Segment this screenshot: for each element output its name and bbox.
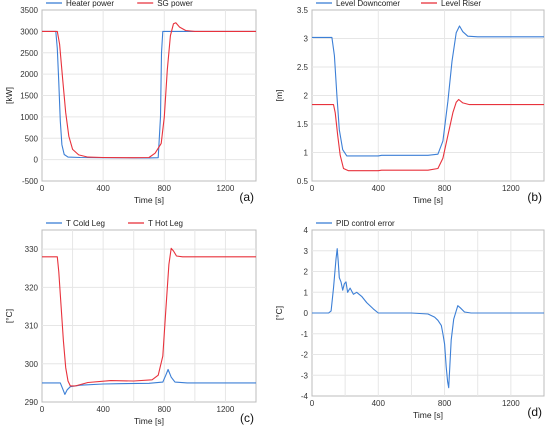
- y-tick-label: 1500: [20, 92, 38, 101]
- y-tick-label: -500: [22, 177, 39, 186]
- series-line: [312, 248, 544, 389]
- x-tick-label: 1200: [502, 399, 520, 408]
- x-tick-label: 400: [96, 184, 110, 193]
- panel-label: (c): [240, 411, 254, 425]
- y-tick-label: 500: [25, 134, 39, 143]
- series-line: [42, 247, 256, 387]
- y-tick-label: 3000: [20, 27, 38, 36]
- x-axis-label: Time [s]: [134, 416, 164, 426]
- chart-panel: 0 400 800 1200 290 300 310 320 330 T Cold Leg T Ho…: [4, 219, 257, 426]
- y-tick-label: 3500: [20, 6, 38, 15]
- legend-label: Level Downcomer: [336, 0, 400, 8]
- y-tick-label: 2: [304, 268, 309, 277]
- y-tick-label: 0: [304, 309, 309, 318]
- x-axis-label: Time [s]: [413, 410, 443, 420]
- legend-label: T Hot Leg: [148, 219, 183, 228]
- y-tick-label: 1.5: [297, 120, 309, 129]
- chart-panel: 0 400 800 1200 -4 -3 -2 -1 0 1 2 3 4 PID control erro…: [274, 219, 545, 420]
- x-tick-label: 0: [40, 184, 45, 193]
- panel-label: (d): [527, 405, 542, 419]
- y-tick-label: 2.5: [297, 63, 309, 72]
- x-axis-label: Time [s]: [134, 195, 164, 205]
- x-tick-label: 1200: [217, 405, 235, 414]
- x-tick-label: 0: [310, 399, 315, 408]
- panel-label: (a): [239, 190, 254, 204]
- y-tick-label: 320: [25, 283, 39, 292]
- y-tick-label: 330: [25, 245, 39, 254]
- x-tick-label: 400: [372, 399, 386, 408]
- chart-panel: 0 400 800 1200 0.5 1 1.5 2 2.5 3 3.5 Level Downcome…: [274, 0, 545, 205]
- y-tick-label: 1: [304, 149, 309, 158]
- series-line: [312, 25, 544, 157]
- x-axis-label: Time [s]: [413, 195, 443, 205]
- y-tick-label: -3: [301, 371, 309, 380]
- y-tick-label: 0.5: [297, 177, 309, 186]
- y-tick-label: 1: [304, 288, 309, 297]
- y-tick-label: 2: [304, 92, 309, 101]
- y-tick-label: 3: [304, 247, 309, 256]
- y-tick-label: 1000: [20, 113, 38, 122]
- y-tick-label: 310: [25, 322, 39, 331]
- y-axis-label: [°C]: [4, 309, 14, 323]
- y-axis-label: [°C]: [274, 306, 284, 320]
- series-line: [312, 98, 544, 172]
- x-tick-label: 800: [438, 184, 452, 193]
- x-tick-label: 400: [96, 405, 110, 414]
- x-tick-label: 1200: [217, 184, 235, 193]
- x-tick-label: 0: [40, 405, 45, 414]
- y-axis-label: [m]: [274, 90, 284, 102]
- series-line: [42, 22, 256, 159]
- y-tick-label: 2000: [20, 70, 38, 79]
- y-tick-label: 0: [34, 156, 39, 165]
- y-tick-label: 2500: [20, 49, 38, 58]
- y-tick-label: 3.5: [297, 6, 309, 15]
- series-line: [42, 368, 256, 395]
- chart-panel: 0 400 800 1200-5000500100015002000250030003…: [4, 0, 257, 205]
- y-tick-label: 290: [25, 398, 39, 407]
- plot-area: [41, 229, 257, 403]
- y-tick-label: 3: [304, 35, 309, 44]
- x-tick-label: 800: [438, 399, 452, 408]
- x-tick-label: 1200: [502, 184, 520, 193]
- y-tick-label: -2: [301, 351, 309, 360]
- series-line: [42, 30, 256, 159]
- y-axis-label: [kW]: [4, 87, 14, 104]
- y-tick-label: 300: [25, 360, 39, 369]
- y-tick-label: 4: [304, 226, 309, 235]
- y-tick-label: -4: [301, 392, 309, 401]
- x-tick-label: 800: [158, 184, 172, 193]
- x-tick-label: 400: [372, 184, 386, 193]
- legend-label: Level Riser: [441, 0, 481, 8]
- legend-label: PID control error: [336, 219, 395, 228]
- legend-label: Heater power: [66, 0, 114, 8]
- legend-label: T Cold Leg: [66, 219, 105, 228]
- legend-label: SG power: [157, 0, 193, 8]
- panel-label: (b): [527, 190, 542, 204]
- x-tick-label: 0: [310, 184, 315, 193]
- y-tick-label: -1: [301, 330, 309, 339]
- x-tick-label: 800: [158, 405, 172, 414]
